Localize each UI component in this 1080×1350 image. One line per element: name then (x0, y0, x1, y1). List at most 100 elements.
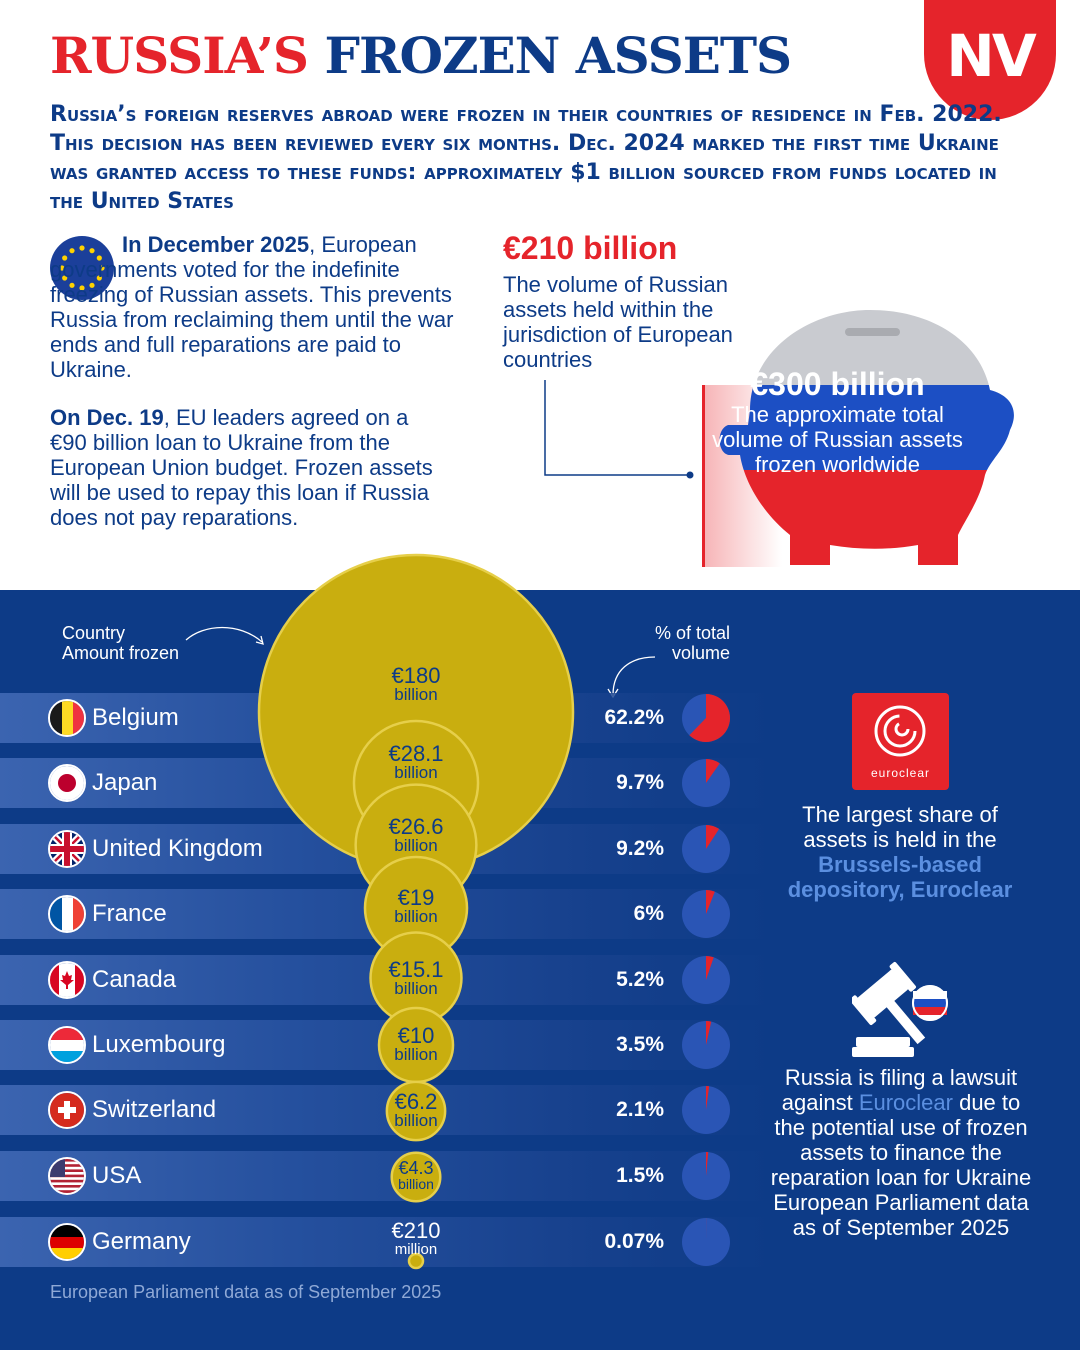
column-header-percent-line2: volume (671, 643, 730, 663)
bubble-label-france: €19 billion (366, 885, 466, 926)
country-name-united-kingdom: United Kingdom (92, 835, 263, 862)
nv-logo: NV (924, 0, 1056, 120)
bubble-label-germany: €210 million (366, 1220, 466, 1258)
percent-label-usa: 1.5% (616, 1164, 664, 1187)
lawsuit-description: Russia is filing a lawsuit against Euroc… (770, 1065, 1032, 1240)
percent-label-germany: 0.07% (604, 1230, 664, 1253)
eu-star (79, 285, 85, 291)
pie-switzerland (682, 1086, 730, 1134)
eu-star (96, 255, 102, 261)
bubble-value-france: €19 (397, 885, 435, 910)
pie-share-belgium (689, 694, 730, 742)
bubble-value-canada: €15.1 (388, 957, 444, 982)
percent-label-japan: 9.7% (616, 771, 664, 794)
switzerland-flag-icon (48, 1091, 86, 1129)
pie-share-luxembourg (706, 1021, 712, 1045)
bubble-unit-germany: million (394, 1241, 438, 1258)
eu-star (59, 265, 65, 271)
canada-flag-icon (48, 961, 86, 999)
bubble-unit-canada: billion (394, 979, 438, 998)
pie-united-kingdom (682, 825, 730, 873)
bubble-unit-united-kingdom: billion (394, 836, 438, 855)
bubble-unit-usa: billion (398, 1176, 434, 1192)
pie-share-usa (706, 1152, 709, 1176)
intro-1-text: , European governments voted for the ind… (50, 232, 454, 382)
euroclear-logo: euroclear (852, 693, 949, 790)
lawsuit-desc-text-1: Russia is filing a lawsuit against (781, 1065, 1018, 1115)
bubble-value-switzerland: €6.2 (394, 1089, 438, 1114)
lawsuit-source: European Parliament data as of September… (773, 1190, 1029, 1240)
country-header-arrow (185, 626, 264, 645)
bubble-label-switzerland: €6.2 billion (366, 1089, 466, 1130)
intro-2-text: , EU leaders agreed on a €90 billion loa… (50, 405, 433, 530)
column-header-percent-line1: % of total (654, 623, 730, 643)
row-band (0, 1217, 770, 1267)
gavel-icon (852, 962, 948, 1057)
eu-star (89, 248, 95, 254)
bubble-switzerland (385, 1080, 447, 1142)
bubble-usa (390, 1151, 442, 1203)
bubble-label-japan: €28.1 billion (366, 743, 466, 782)
column-header-country-label: Country (62, 623, 126, 643)
eu-star (89, 282, 95, 288)
bubble-unit-france: billion (394, 907, 438, 926)
pie-belgium (682, 694, 730, 742)
united-kingdom-flag-icon (48, 830, 86, 868)
bubble-unit-belgium: billion (394, 685, 438, 704)
nv-logo-text: NV (946, 22, 1036, 90)
euroclear-description: The largest share of assets is held in t… (780, 802, 1020, 902)
country-name-luxembourg: Luxembourg (92, 1031, 226, 1058)
bubble-unit-switzerland: billion (394, 1111, 438, 1130)
intro-paragraph-1: In December 2025, European governments v… (50, 232, 470, 382)
country-name-canada: Canada (92, 966, 177, 993)
eu-star (62, 275, 68, 281)
pie-germany (682, 1218, 730, 1266)
germany-flag-icon (48, 1223, 86, 1261)
bubble-label-canada: €15.1 billion (366, 957, 466, 998)
row-band (0, 1085, 770, 1135)
callout-leader-line (544, 380, 694, 479)
euroclear-desc-text: The largest share of assets is held in t… (802, 802, 998, 852)
country-name-switzerland: Switzerland (92, 1096, 217, 1123)
country-name-belgium: Belgium (92, 704, 179, 731)
europe-assets-description: The volume of Russian assets held within… (503, 272, 733, 372)
world-assets-value: €300 billion (750, 366, 925, 402)
intro-paragraph-2: On Dec. 19, EU leaders agreed on a €90 b… (50, 405, 450, 530)
bubble-value-belgium: €180 (391, 663, 441, 688)
japan-flag-icon (48, 764, 86, 802)
column-header-country: Country Amount frozen (62, 623, 179, 663)
bubble-germany (407, 1252, 425, 1270)
belgium-flag-icon (48, 699, 86, 737)
column-header-amount-label: Amount frozen (62, 643, 180, 663)
eu-star (96, 275, 102, 281)
pie-share-japan (706, 759, 720, 783)
usa-flag-icon (48, 1157, 86, 1195)
percent-label-luxembourg: 3.5% (616, 1033, 664, 1056)
pie-usa (682, 1152, 730, 1200)
source-note: European Parliament data as of September… (50, 1282, 442, 1302)
bubble-value-luxembourg: €10 (397, 1023, 435, 1048)
percent-label-canada: 5.2% (616, 968, 664, 991)
bubble-value-germany: €210 (391, 1218, 441, 1243)
piggy-bank-illustration (702, 310, 1014, 567)
eu-star (99, 265, 105, 271)
pie-share-switzerland (706, 1086, 710, 1110)
pie-japan (682, 759, 730, 807)
country-name-germany: Germany (92, 1228, 191, 1255)
pie-share-france (706, 890, 715, 914)
eu-star (62, 255, 68, 261)
france-flag-icon (48, 895, 86, 933)
subtitle: Russia’s foreign reserves abroad were fr… (50, 102, 1002, 214)
euroclear-swirl-icon (874, 705, 926, 757)
eu-star (69, 282, 75, 288)
euroclear-desc-highlight: Brussels-based depository, Euroclear (787, 852, 1013, 902)
bubble-value-usa: €4.3 (398, 1158, 434, 1178)
eu-flag-icon (50, 236, 114, 300)
title-part-frozen-assets: FROZEN ASSETS (324, 26, 792, 85)
pie-share-canada (706, 956, 714, 980)
lawsuit-desc-highlight: Euroclear (858, 1090, 953, 1115)
pie-canada (682, 956, 730, 1004)
pie-france (682, 890, 730, 938)
